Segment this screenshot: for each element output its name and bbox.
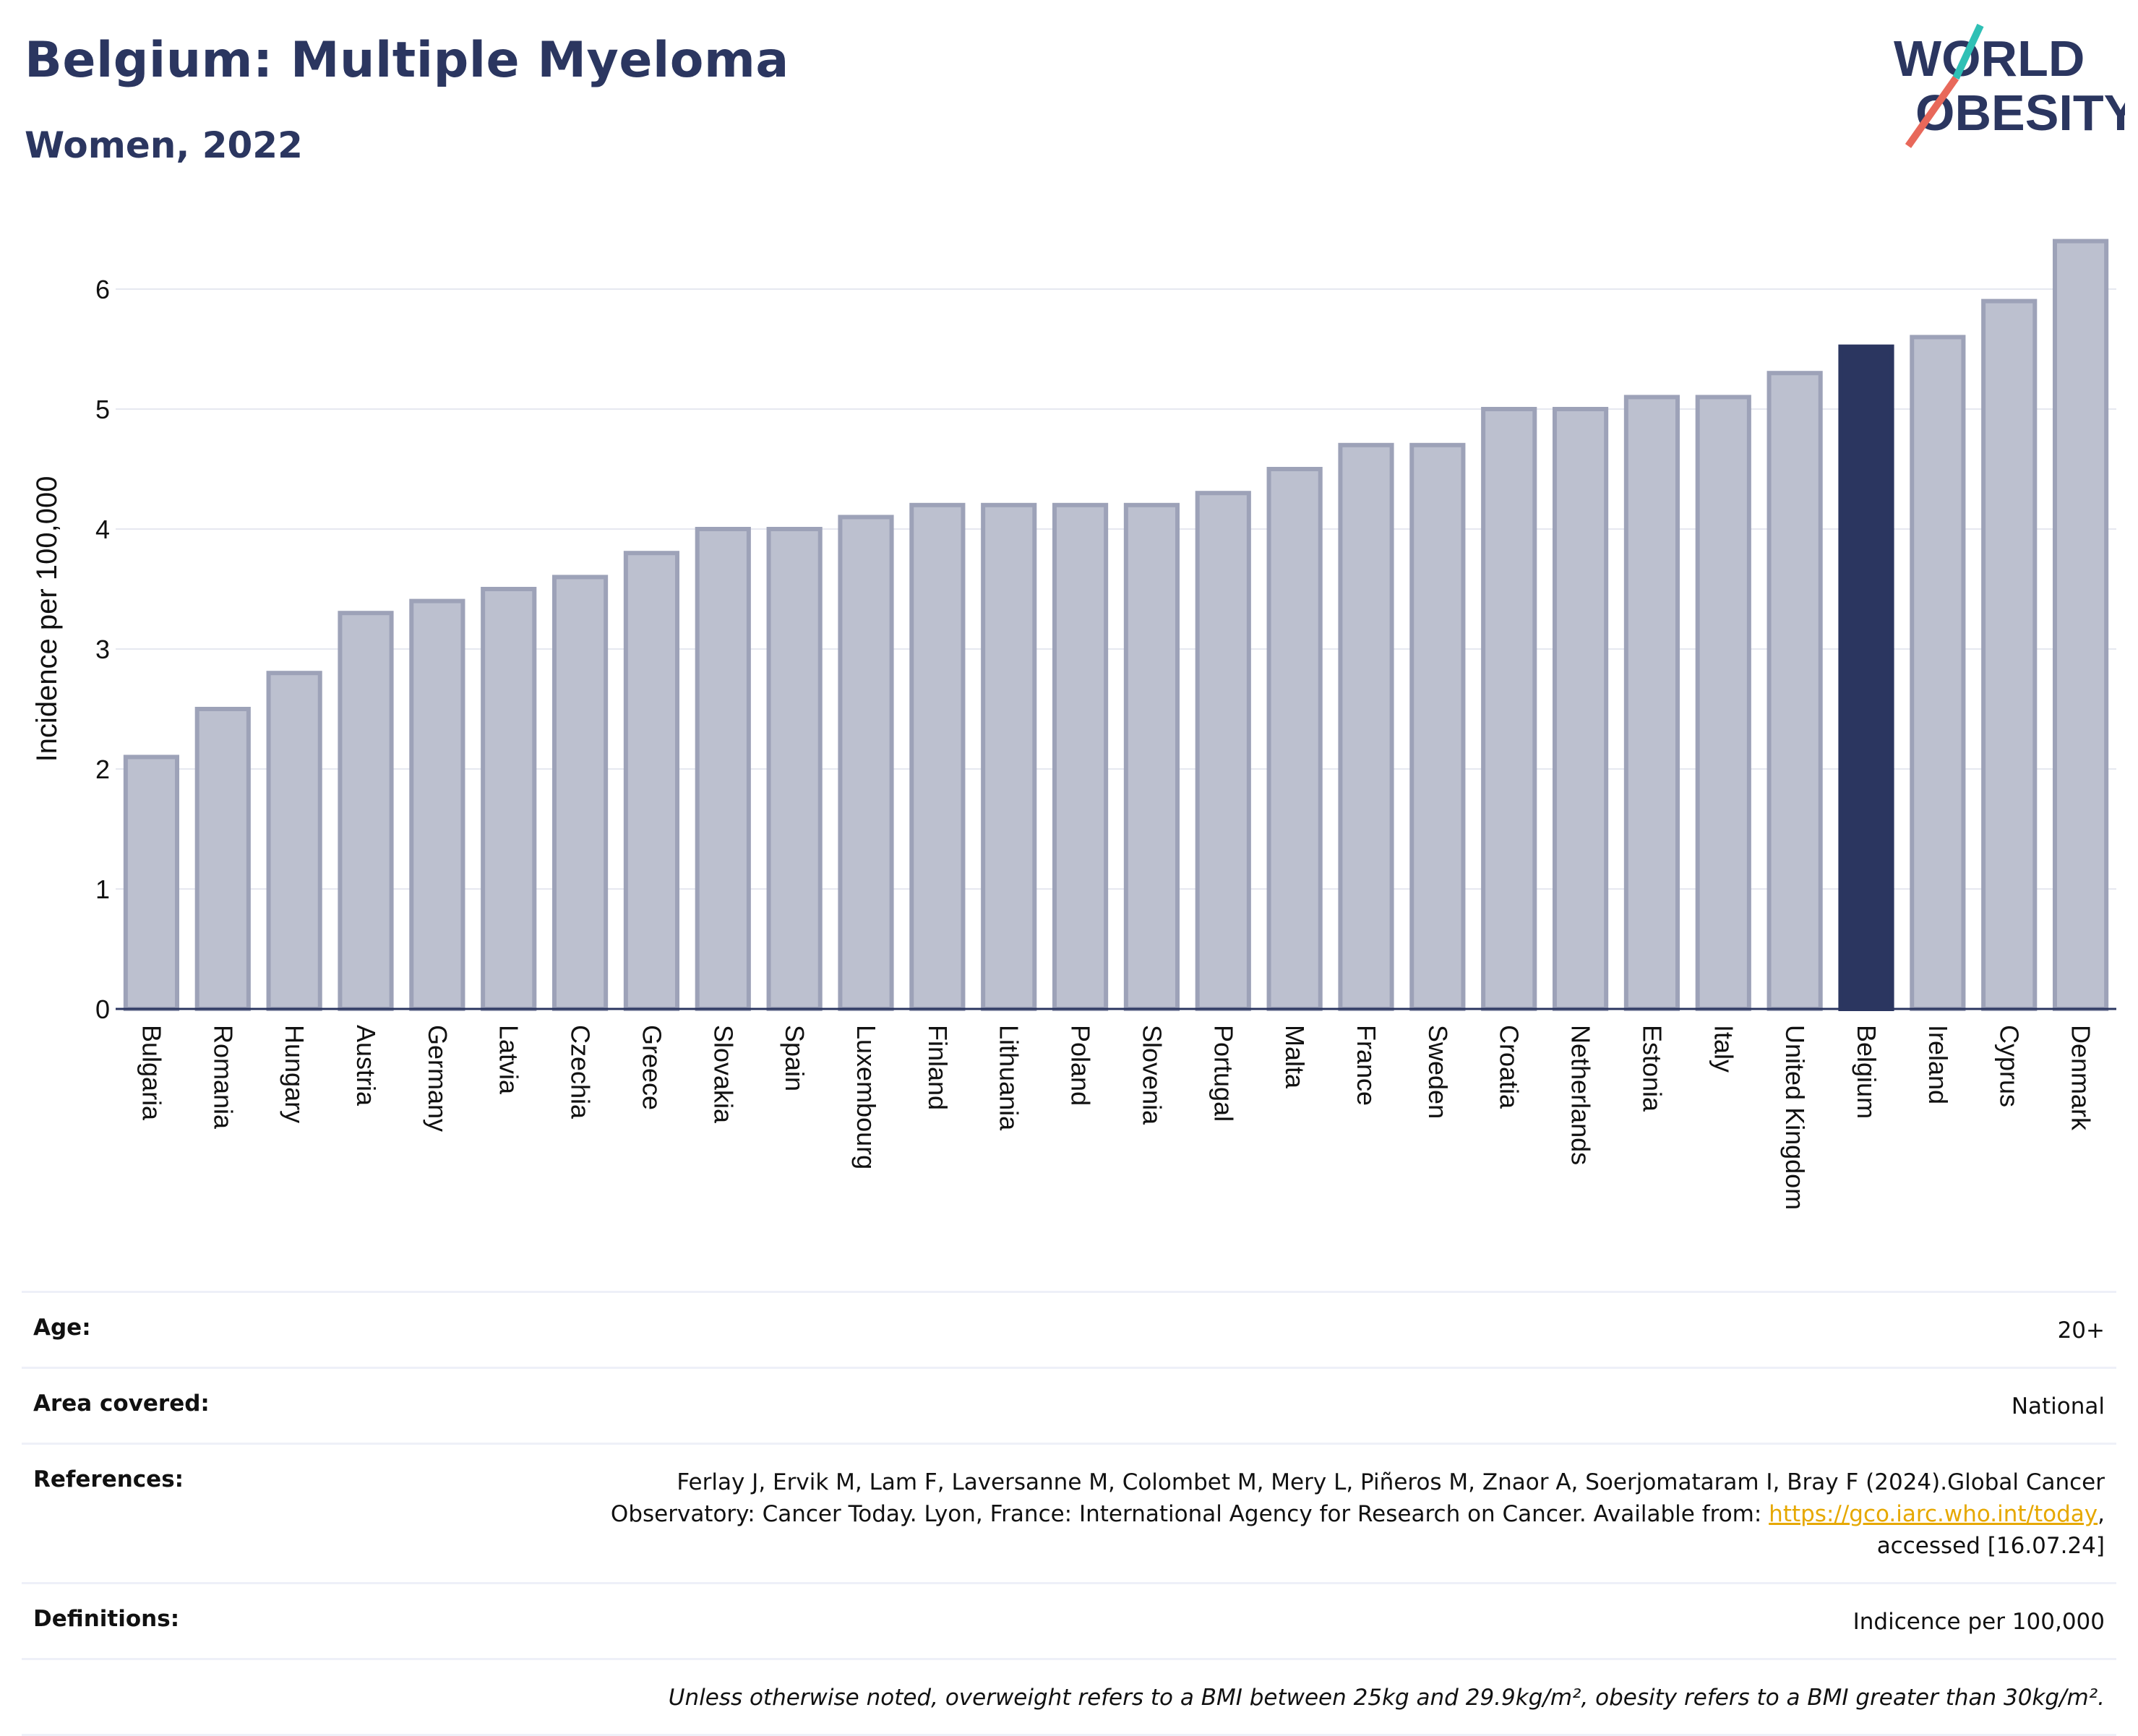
- bar: [481, 587, 537, 1011]
- references-line1: Ferlay J, Ervik M, Lam F, Laversanne M, …: [677, 1469, 2105, 1495]
- y-axis-label: Incidence per 100,000: [31, 476, 63, 762]
- x-tick-label: Spain: [780, 1025, 810, 1091]
- bar: [409, 598, 465, 1011]
- x-tick-label: Belgium: [1852, 1025, 1881, 1119]
- bar: [1123, 502, 1180, 1011]
- x-tick-label: Lithuania: [995, 1025, 1024, 1131]
- x-tick-label: Slovenia: [1137, 1025, 1167, 1125]
- logo-slash-bottom: [1905, 76, 1959, 148]
- x-tick-label: Italy: [1709, 1025, 1738, 1073]
- y-tick-label: 6: [95, 275, 110, 304]
- bar: [1481, 407, 1537, 1011]
- bar: [766, 527, 823, 1011]
- info-row-references: References: Ferlay J, Ervik M, Lam F, La…: [22, 1443, 2116, 1582]
- bars: [123, 239, 2109, 1012]
- bar-highlight: [1838, 344, 1894, 1011]
- y-tick-label: 5: [95, 395, 110, 424]
- x-tick-label: Poland: [1066, 1025, 1096, 1106]
- x-tick-label: Cyprus: [1995, 1025, 2025, 1107]
- bar: [1766, 371, 1823, 1011]
- bar: [194, 707, 251, 1011]
- x-tick-label: Romania: [208, 1025, 238, 1130]
- bar: [123, 755, 180, 1012]
- x-tick-label: Czechia: [566, 1025, 596, 1120]
- bar: [1910, 335, 1966, 1011]
- world-obesity-logo: WORLD OBESITY: [1894, 23, 2125, 148]
- x-tick-label: United Kingdom: [1780, 1025, 1810, 1210]
- definitions-value: Indicence per 100,000: [1852, 1609, 2105, 1635]
- x-tick-label: Greece: [637, 1025, 666, 1110]
- bar: [338, 611, 394, 1011]
- references-label: References:: [33, 1466, 184, 1492]
- area-value: National: [2011, 1393, 2105, 1419]
- bar: [981, 502, 1037, 1011]
- x-tick-labels: Bulgaria Romania Hungary Austria Germany Latv…: [137, 1025, 2095, 1210]
- age-label: Age:: [33, 1315, 91, 1341]
- references-line2: Observatory: Cancer Today. Lyon, France:…: [610, 1501, 1769, 1527]
- bar: [1981, 298, 2038, 1012]
- y-tick-label: 2: [95, 755, 110, 784]
- info-row-note: Unless otherwise noted, overweight refer…: [22, 1658, 2116, 1736]
- x-tick-label: Ireland: [1923, 1025, 1953, 1104]
- definitions-label: Definitions:: [33, 1606, 180, 1632]
- info-table: Age: 20+ Area covered: National Referenc…: [22, 1291, 2116, 1736]
- bar: [838, 515, 894, 1011]
- x-tick-label: Slovakia: [708, 1025, 738, 1124]
- bar: [623, 551, 680, 1011]
- bmi-note: Unless otherwise noted, overweight refer…: [668, 1685, 2105, 1711]
- bar: [2052, 239, 2109, 1012]
- logo-line1: WORLD: [1894, 30, 2085, 87]
- y-tick-label: 3: [95, 635, 110, 664]
- x-tick-label: Malta: [1280, 1025, 1310, 1089]
- page-subtitle: Women, 2022: [25, 124, 303, 166]
- bar: [909, 502, 966, 1011]
- info-row-age: Age: 20+: [22, 1291, 2116, 1367]
- y-tick-labels: 0 1 2 3 4 5 6: [95, 275, 110, 1024]
- x-tick-label: France: [1352, 1025, 1381, 1106]
- bar: [1552, 407, 1609, 1011]
- references-link[interactable]: https://gco.iarc.who.int/today: [1769, 1501, 2098, 1527]
- y-tick-label: 0: [95, 994, 110, 1024]
- x-tick-label: Germany: [423, 1025, 452, 1132]
- bar: [1623, 395, 1680, 1011]
- bar: [1195, 491, 1251, 1011]
- bar: [1266, 467, 1323, 1011]
- x-tick-label: Latvia: [494, 1025, 524, 1095]
- bar: [1409, 442, 1466, 1011]
- references-line2-end: ,: [2098, 1501, 2105, 1527]
- x-tick-label: Austria: [351, 1025, 381, 1107]
- x-tick-label: Estonia: [1637, 1025, 1667, 1112]
- page-title: Belgium: Multiple Myeloma: [25, 32, 789, 89]
- area-label: Area covered:: [33, 1391, 210, 1417]
- info-row-area: Area covered: National: [22, 1367, 2116, 1443]
- x-tick-label: Denmark: [2066, 1025, 2096, 1131]
- x-tick-label: Bulgaria: [137, 1025, 166, 1121]
- y-tick-label: 4: [95, 515, 110, 544]
- x-tick-label: Hungary: [280, 1025, 309, 1123]
- references-value: Ferlay J, Ervik M, Lam F, Laversanne M, …: [611, 1466, 2105, 1562]
- age-value: 20+: [2057, 1318, 2105, 1344]
- x-tick-label: Netherlands: [1566, 1025, 1596, 1165]
- x-tick-label: Sweden: [1423, 1025, 1453, 1119]
- x-tick-label: Portugal: [1208, 1025, 1238, 1122]
- logo-line2: OBESITY: [1915, 85, 2125, 141]
- bar: [1052, 502, 1109, 1011]
- logo-slash-top: [1952, 23, 1984, 80]
- info-row-definitions: Definitions: Indicence per 100,000: [22, 1582, 2116, 1658]
- y-tick-label: 1: [95, 875, 110, 904]
- x-tick-label: Finland: [923, 1025, 953, 1110]
- bar: [695, 527, 751, 1011]
- bar: [1695, 395, 1751, 1011]
- x-tick-label: Croatia: [1495, 1025, 1524, 1109]
- bar: [266, 671, 322, 1011]
- references-line3: accessed [16.07.24]: [1876, 1533, 2105, 1559]
- bar: [551, 575, 609, 1011]
- x-tick-label: Luxembourg: [851, 1025, 881, 1169]
- bar-chart: 0 1 2 3 4 5 6 Bulgaria Romania Hungary Austria Ger…: [31, 239, 2116, 1210]
- bar: [1338, 442, 1394, 1011]
